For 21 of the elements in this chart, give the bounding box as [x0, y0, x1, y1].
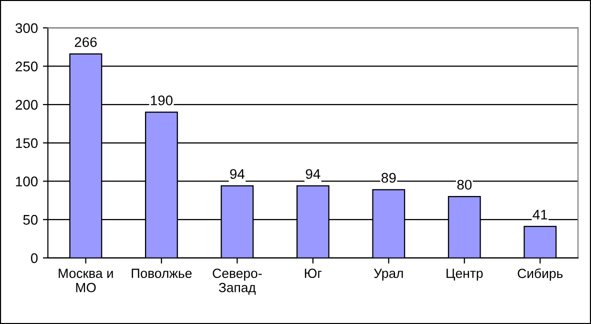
data-label: 190 — [150, 95, 173, 106]
y-tick-label: 200 — [16, 100, 38, 110]
x-tick-label: Юг — [304, 268, 322, 278]
y-tick-label: 50 — [23, 214, 38, 225]
x-tick-label: Центр — [446, 268, 483, 281]
y-tick-label: 300 — [16, 23, 38, 34]
x-tick-label: Северо- Запад — [212, 268, 262, 295]
y-tick-label: 150 — [16, 138, 38, 148]
data-label: 266 — [74, 37, 97, 48]
data-label: 94 — [230, 169, 245, 179]
y-tick-label: 100 — [16, 176, 38, 186]
y-tick-label: 250 — [16, 62, 38, 72]
x-tick-label: Москва и МО — [58, 268, 113, 292]
x-tick-label: Урал — [374, 268, 403, 281]
x-tick-label: Сибирь — [518, 268, 563, 281]
data-label: 80 — [457, 180, 472, 190]
data-label: 89 — [382, 172, 396, 183]
data-label: 41 — [532, 210, 548, 220]
y-tick-label: 0 — [30, 253, 38, 264]
x-tick-label: Поволжье — [132, 268, 192, 278]
data-label: 94 — [306, 169, 320, 179]
